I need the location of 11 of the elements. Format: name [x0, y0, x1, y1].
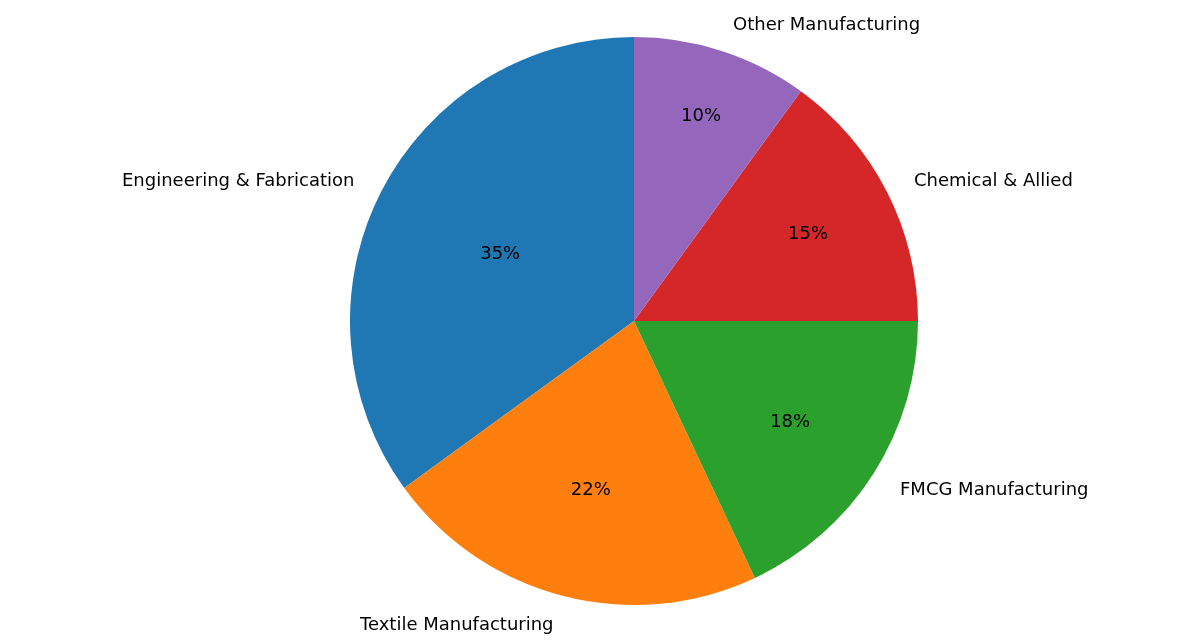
slice-label: Textile Manufacturing [359, 613, 554, 634]
slice-label: Chemical & Allied [914, 169, 1073, 190]
slice-label: Other Manufacturing [733, 13, 921, 34]
pie-slice [404, 321, 755, 605]
slice-label: Engineering & Fabrication [122, 169, 355, 190]
slice-label: FMCG Manufacturing [900, 478, 1089, 499]
data-label: 22% [570, 478, 611, 500]
data-label: 10% [681, 104, 722, 126]
data-label: 18% [770, 409, 811, 431]
data-label: 15% [788, 221, 829, 243]
data-label: 35% [480, 242, 521, 264]
